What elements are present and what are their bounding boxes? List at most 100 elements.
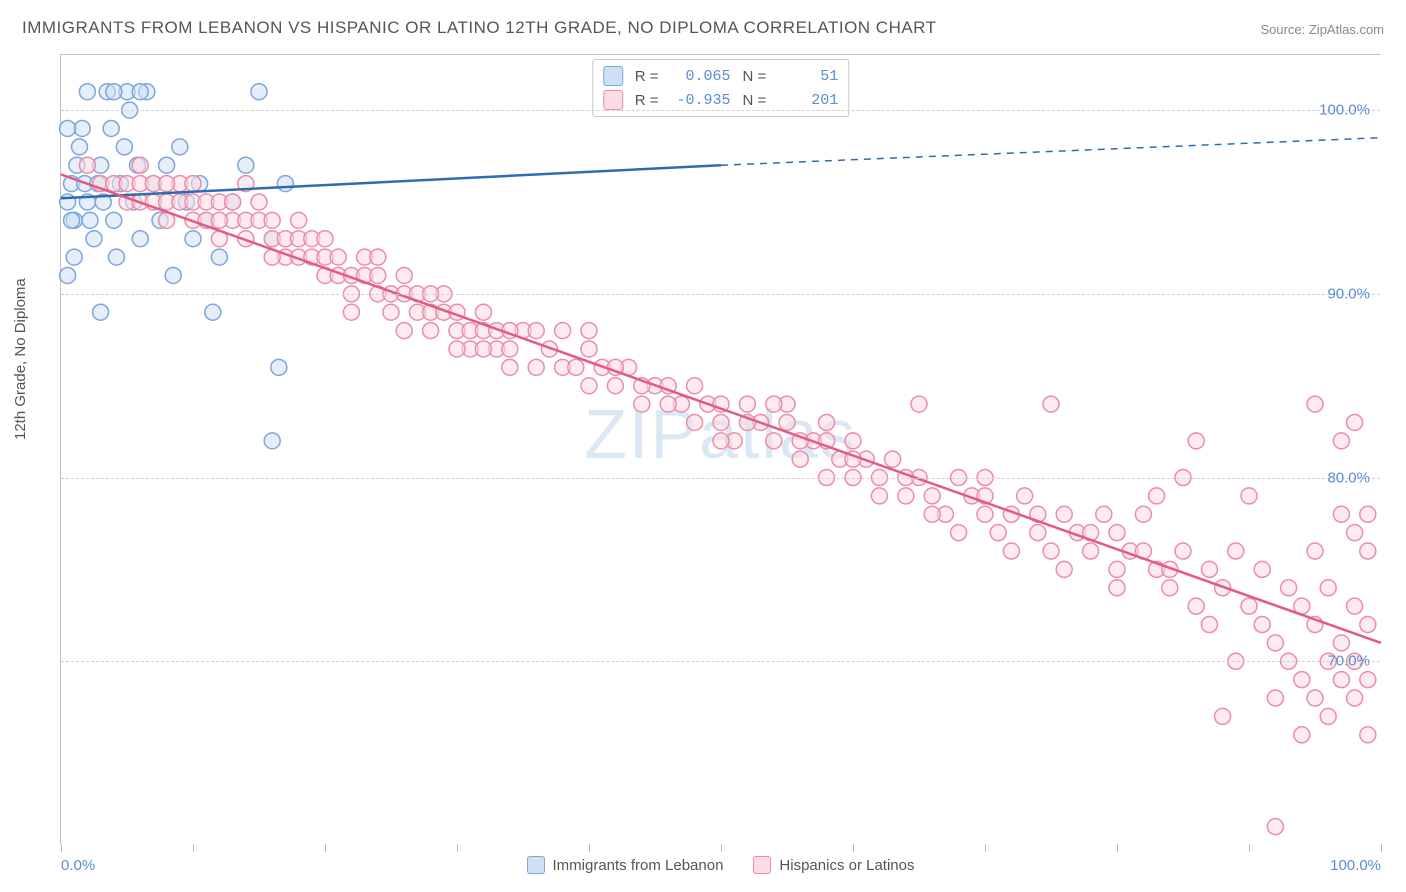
scatter-point <box>60 120 76 136</box>
scatter-point <box>1109 525 1125 541</box>
scatter-point <box>1347 690 1363 706</box>
scatter-point <box>225 194 241 210</box>
x-tick <box>1117 844 1118 852</box>
scatter-point <box>475 304 491 320</box>
legend-swatch <box>753 856 771 874</box>
scatter-point <box>106 212 122 228</box>
regression-line-extrapolated <box>721 138 1381 166</box>
scatter-point <box>1056 561 1072 577</box>
scatter-point <box>779 414 795 430</box>
scatter-point <box>1333 672 1349 688</box>
scatter-point <box>71 139 87 155</box>
scatter-point <box>1175 543 1191 559</box>
y-tick-label: 90.0% <box>1327 285 1370 302</box>
scatter-point <box>924 506 940 522</box>
scatter-point <box>211 212 227 228</box>
scatter-point <box>687 414 703 430</box>
scatter-point <box>1215 708 1231 724</box>
gridline <box>61 478 1380 479</box>
scatter-point <box>475 341 491 357</box>
scatter-point <box>132 231 148 247</box>
n-label: N = <box>743 92 767 109</box>
gridline <box>61 294 1380 295</box>
scatter-point <box>687 378 703 394</box>
chart-title: IMMIGRANTS FROM LEBANON VS HISPANIC OR L… <box>22 18 937 38</box>
scatter-point <box>116 139 132 155</box>
scatter-point <box>713 433 729 449</box>
scatter-point <box>291 212 307 228</box>
scatter-point <box>581 341 597 357</box>
y-tick-label: 70.0% <box>1327 653 1370 670</box>
scatter-point <box>60 267 76 283</box>
scatter-point <box>1307 543 1323 559</box>
x-tick-label: 100.0% <box>1330 857 1381 874</box>
scatter-point <box>766 433 782 449</box>
scatter-point <box>990 525 1006 541</box>
scatter-point <box>251 194 267 210</box>
legend-label: Immigrants from Lebanon <box>553 857 724 874</box>
n-value: 201 <box>778 92 838 109</box>
scatter-point <box>819 414 835 430</box>
scatter-point <box>528 359 544 375</box>
scatter-point <box>103 120 119 136</box>
scatter-point <box>251 84 267 100</box>
y-axis-label: 12th Grade, No Diploma <box>12 278 29 440</box>
scatter-point <box>264 433 280 449</box>
scatter-point <box>132 84 148 100</box>
gridline <box>61 661 1380 662</box>
scatter-point <box>792 451 808 467</box>
scatter-point <box>1347 414 1363 430</box>
scatter-point <box>1109 580 1125 596</box>
scatter-point <box>1017 488 1033 504</box>
scatter-point <box>93 304 109 320</box>
scatter-point <box>1043 543 1059 559</box>
scatter-point <box>1003 543 1019 559</box>
scatter-point <box>1030 525 1046 541</box>
correlation-legend-row: R =0.065N =51 <box>603 64 839 88</box>
scatter-point <box>1281 580 1297 596</box>
chart-area: ZIPatlas R =0.065N =51R =-0.935N =201 Im… <box>60 54 1380 844</box>
scatter-point <box>581 378 597 394</box>
scatter-point <box>1254 617 1270 633</box>
scatter-point <box>185 176 201 192</box>
scatter-point <box>86 231 102 247</box>
x-tick <box>1249 844 1250 852</box>
regression-line <box>61 174 1381 642</box>
scatter-point <box>555 323 571 339</box>
scatter-point <box>1320 708 1336 724</box>
n-value: 51 <box>778 68 838 85</box>
y-tick-label: 100.0% <box>1319 102 1370 119</box>
scatter-point <box>1109 561 1125 577</box>
r-label: R = <box>635 92 659 109</box>
legend-swatch <box>603 90 623 110</box>
scatter-point <box>911 396 927 412</box>
scatter-point <box>634 396 650 412</box>
scatter-point <box>845 433 861 449</box>
legend-label: Hispanics or Latinos <box>779 857 914 874</box>
scatter-point <box>1201 617 1217 633</box>
scatter-point <box>1294 672 1310 688</box>
scatter-point <box>132 157 148 173</box>
scatter-point <box>185 231 201 247</box>
scatter-point <box>165 267 181 283</box>
y-tick-label: 80.0% <box>1327 469 1370 486</box>
scatter-point <box>66 249 82 265</box>
scatter-point <box>159 176 175 192</box>
scatter-point <box>211 249 227 265</box>
x-tick <box>985 844 986 852</box>
scatter-point <box>528 323 544 339</box>
scatter-point <box>1360 727 1376 743</box>
scatter-point <box>343 304 359 320</box>
scatter-point <box>924 488 940 504</box>
scatter-point <box>1056 506 1072 522</box>
scatter-point <box>449 341 465 357</box>
scatter-point <box>502 359 518 375</box>
scatter-point <box>1241 598 1257 614</box>
scatter-point <box>205 304 221 320</box>
scatter-point <box>1267 635 1283 651</box>
scatter-point <box>739 396 755 412</box>
scatter-point <box>396 267 412 283</box>
x-tick <box>1381 844 1382 852</box>
scatter-point <box>1347 598 1363 614</box>
x-tick <box>589 844 590 852</box>
